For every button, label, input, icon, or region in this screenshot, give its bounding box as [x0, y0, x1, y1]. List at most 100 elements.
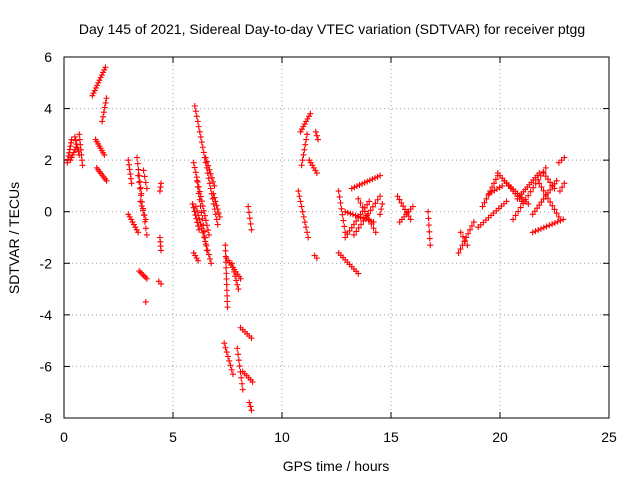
- data-point: [97, 74, 104, 81]
- data-point: [70, 149, 77, 156]
- data-point: [66, 146, 73, 153]
- data-point: [78, 157, 85, 164]
- data-point: [142, 225, 149, 232]
- data-point: [479, 203, 486, 210]
- data-point: [193, 177, 200, 184]
- data-point: [223, 349, 230, 356]
- data-point: [199, 144, 206, 151]
- data-point: [195, 190, 202, 197]
- data-point: [211, 194, 218, 201]
- data-point: [346, 227, 353, 234]
- data-point: [201, 228, 208, 235]
- data-point: [546, 222, 553, 229]
- data-point: [215, 210, 222, 217]
- data-point: [214, 206, 221, 213]
- data-point: [100, 113, 107, 120]
- data-point: [246, 215, 253, 222]
- data-point: [301, 219, 308, 226]
- data-point: [304, 131, 311, 138]
- data-point: [213, 216, 220, 223]
- data-point: [191, 208, 198, 215]
- data-point: [515, 208, 522, 215]
- data-point: [74, 144, 81, 151]
- data-point: [396, 196, 403, 203]
- data-point: [190, 159, 197, 166]
- data-point: [377, 211, 384, 218]
- data-point: [302, 141, 309, 148]
- data-point: [555, 213, 562, 220]
- data-point: [102, 64, 109, 71]
- data-point: [129, 219, 136, 226]
- data-point: [377, 172, 384, 179]
- data-point: [235, 357, 242, 364]
- data-point: [537, 172, 544, 179]
- data-point: [542, 173, 549, 180]
- data-point: [554, 218, 561, 225]
- data-point: [199, 229, 206, 236]
- data-point: [356, 181, 363, 188]
- data-point: [68, 154, 75, 161]
- data-point: [100, 109, 107, 116]
- data-point: [525, 200, 532, 207]
- data-point: [96, 77, 103, 84]
- data-point: [232, 273, 239, 280]
- data-point: [135, 229, 142, 236]
- data-point: [136, 268, 143, 275]
- data-point: [300, 151, 307, 158]
- data-point: [208, 174, 215, 181]
- data-point: [561, 154, 568, 161]
- data-point: [359, 180, 366, 187]
- data-point: [538, 225, 545, 232]
- data-point: [236, 363, 243, 370]
- data-point: [557, 217, 564, 224]
- data-point: [140, 207, 147, 214]
- data-point: [222, 344, 229, 351]
- data-point: [394, 193, 401, 200]
- data-point: [378, 206, 385, 213]
- data-point: [313, 255, 320, 262]
- data-point: [234, 345, 241, 352]
- data-point: [335, 188, 342, 195]
- data-point: [348, 185, 355, 192]
- data-point: [349, 211, 356, 218]
- data-point: [301, 146, 308, 153]
- data-point: [229, 371, 236, 378]
- data-point: [540, 224, 547, 231]
- data-point: [462, 237, 469, 244]
- data-point: [459, 233, 466, 240]
- data-point: [304, 229, 311, 236]
- data-point: [359, 204, 366, 211]
- data-point: [547, 198, 554, 205]
- data-point: [426, 235, 433, 242]
- data-point: [551, 185, 558, 192]
- data-point: [136, 178, 143, 185]
- data-point: [455, 249, 462, 256]
- data-point: [512, 212, 519, 219]
- data-point: [205, 231, 212, 238]
- data-point: [534, 205, 541, 212]
- data-point: [224, 292, 231, 299]
- data-point: [245, 203, 252, 210]
- data-point: [212, 211, 219, 218]
- data-point: [95, 79, 102, 86]
- data-point: [379, 200, 386, 207]
- data-point: [210, 178, 217, 185]
- data-point: [101, 66, 108, 73]
- data-point: [126, 166, 133, 173]
- data-point: [538, 199, 545, 206]
- data-point: [303, 118, 310, 125]
- data-point: [344, 231, 351, 238]
- data-point: [481, 199, 488, 206]
- data-point: [196, 226, 203, 233]
- data-point: [337, 199, 344, 206]
- data-point: [530, 184, 537, 191]
- data-point: [338, 205, 345, 212]
- data-point: [203, 158, 210, 165]
- data-point: [374, 173, 381, 180]
- data-point: [223, 281, 230, 288]
- data-point: [295, 188, 302, 195]
- x-tick-label: 20: [492, 429, 508, 445]
- data-point: [350, 231, 357, 238]
- data-point: [371, 174, 378, 181]
